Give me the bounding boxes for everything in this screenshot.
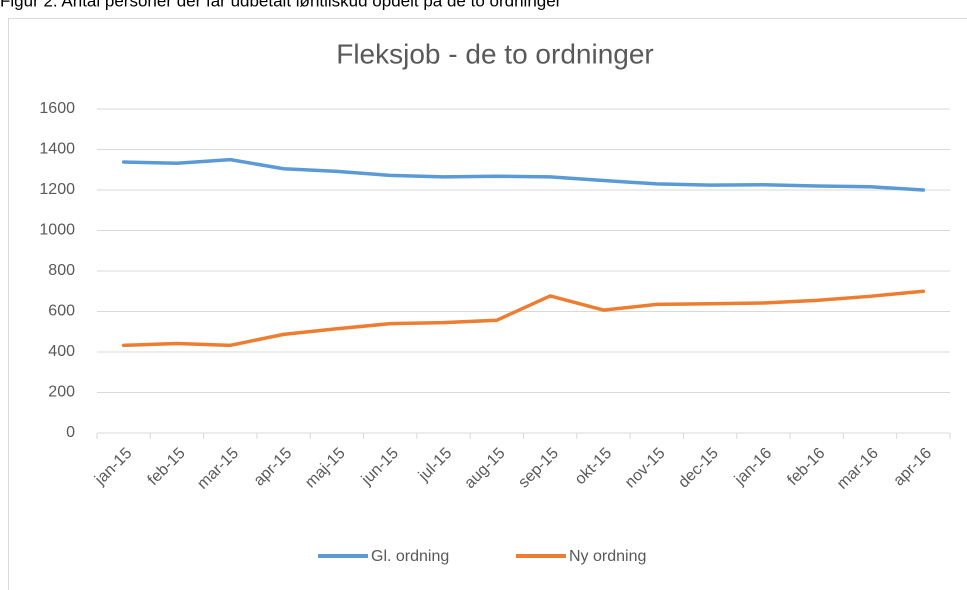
- y-tick-label: 600: [48, 303, 75, 320]
- y-tick-label: 200: [48, 384, 75, 401]
- chart-frame: [8, 18, 967, 590]
- y-tick-label: 1400: [39, 141, 75, 158]
- caption: Figur 2. Antal personer der får udbetalt…: [0, 0, 562, 10]
- legend-label: Ny ordning: [569, 548, 646, 565]
- series-line: [121, 289, 926, 348]
- y-tick-label: 1200: [39, 181, 75, 198]
- y-tick-label: 1000: [39, 222, 75, 239]
- series-line: [121, 157, 926, 192]
- legend-label: Gl. ordning: [371, 548, 449, 565]
- y-tick-label: 1600: [39, 100, 75, 117]
- y-tick-label: 800: [48, 262, 75, 279]
- y-tick-label: 0: [66, 424, 75, 441]
- chart-title: Fleksjob - de to ordninger: [336, 38, 654, 69]
- y-tick-label: 400: [48, 343, 75, 360]
